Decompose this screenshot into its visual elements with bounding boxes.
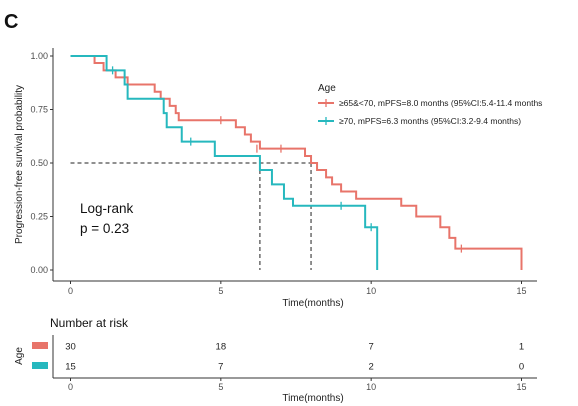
risk-count: 7 xyxy=(369,342,374,353)
risk-rows: 30 18 7 1 15 7 2 0 xyxy=(32,342,524,373)
risk-x-ticks: 0 5 10 15 xyxy=(68,378,527,392)
risk-count: 30 xyxy=(65,342,76,353)
risk-count: 1 xyxy=(519,342,524,353)
risk-count: 2 xyxy=(369,362,374,373)
risk-row-key-0 xyxy=(32,342,48,349)
y-tick-label: 0.25 xyxy=(30,212,48,222)
y-axis-label: Progression-free survival probability xyxy=(14,85,25,244)
panel-label: C xyxy=(4,11,18,33)
legend-entry-1: ≥70, mPFS=6.3 months (95%CI:3.2-9.4 mont… xyxy=(339,116,521,126)
series-line-1 xyxy=(70,55,379,270)
x-ticks: 0 5 10 15 xyxy=(68,281,527,296)
y-tick-label: 0.75 xyxy=(30,105,48,115)
risk-table-title: Number at risk xyxy=(50,316,129,330)
logrank-label: Log-rank xyxy=(80,201,134,216)
risk-table-y-label: Age xyxy=(14,347,25,365)
risk-count: 7 xyxy=(218,362,223,373)
x-tick-label: 15 xyxy=(516,286,526,296)
risk-x-tick-label: 10 xyxy=(366,382,376,392)
x-tick-label: 5 xyxy=(218,286,223,296)
y-tick-label: 1.00 xyxy=(30,51,48,61)
risk-x-axis-label: Time(months) xyxy=(282,393,343,404)
y-tick-label: 0.50 xyxy=(30,158,48,168)
x-tick-label: 0 xyxy=(68,286,73,296)
risk-count: 18 xyxy=(216,342,227,353)
risk-x-tick-label: 5 xyxy=(218,382,223,392)
risk-row-key-1 xyxy=(32,362,48,369)
legend: Age ≥65&<70, mPFS=8.0 months (95%CI:5.4-… xyxy=(318,83,542,126)
risk-x-tick-label: 0 xyxy=(68,382,73,392)
legend-keys xyxy=(318,99,334,125)
risk-table: Number at risk Age 30 18 7 1 15 7 2 0 0 5 10 15 Ti… xyxy=(14,316,537,404)
median-lines xyxy=(70,162,312,270)
legend-entry-0: ≥65&<70, mPFS=8.0 months (95%CI:5.4-11.4… xyxy=(339,98,542,108)
risk-count: 0 xyxy=(519,362,524,373)
risk-count: 15 xyxy=(65,362,76,373)
survival-curves xyxy=(70,55,523,270)
y-ticks: 0.00 0.25 0.50 0.75 1.00 xyxy=(30,51,53,275)
legend-title: Age xyxy=(318,83,336,94)
risk-x-tick-label: 15 xyxy=(516,382,526,392)
x-axis-label: Time(months) xyxy=(282,298,343,309)
main-plot: 0.00 0.25 0.50 0.75 1.00 0 5 10 15 xyxy=(30,48,537,296)
p-value-label: p = 0.23 xyxy=(80,221,129,236)
series-line-0 xyxy=(70,55,523,270)
x-tick-label: 10 xyxy=(366,286,376,296)
y-tick-label: 0.00 xyxy=(30,265,48,275)
